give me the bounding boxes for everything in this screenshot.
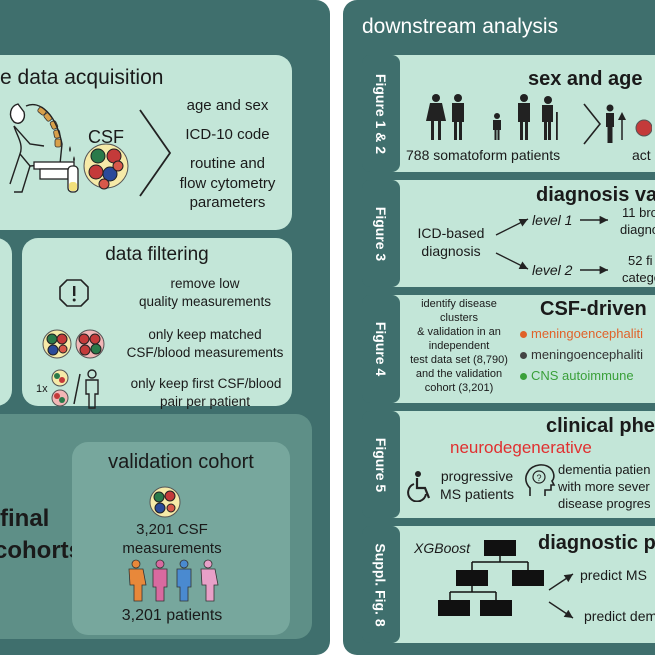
fig8-pred1: predict MS bbox=[580, 567, 647, 583]
fig8-model: XGBoost bbox=[414, 540, 471, 556]
validation-cells-icon bbox=[149, 486, 181, 518]
data-acquisition-box bbox=[0, 55, 292, 230]
wheelchair-icon bbox=[407, 471, 431, 502]
filter-item1-line2: quality measurements bbox=[138, 294, 272, 309]
fig8-heading: diagnostic p bbox=[538, 532, 655, 554]
fig3-level1: level 1 bbox=[532, 212, 573, 228]
acq-item-routine: routine and bbox=[189, 155, 266, 172]
fig12-tab: Figure 1 & 2 bbox=[362, 55, 400, 172]
fig4-desc-3: independent bbox=[428, 340, 490, 352]
filter-item1-line1: remove low bbox=[170, 276, 240, 291]
acq-item-age-sex: age and sex bbox=[186, 97, 269, 114]
validation-measurements-1: 3,201 CSF bbox=[136, 521, 208, 538]
acq-item-flow: flow cytometry bbox=[179, 175, 276, 192]
fig8-pred2: predict dem bbox=[584, 608, 655, 624]
fig5-right-2: with more sever bbox=[558, 479, 650, 494]
fig3-level2: level 2 bbox=[532, 262, 573, 278]
fig4-desc-6: cohort (3,201) bbox=[424, 382, 494, 394]
fig3-out2-2: catego bbox=[622, 270, 655, 285]
acq-item-icd: ICD-10 code bbox=[185, 126, 270, 143]
fig4-desc-2: & validation in an bbox=[417, 326, 501, 338]
fig5-heading: clinical phe bbox=[546, 415, 655, 437]
bracket-chevron bbox=[139, 109, 172, 197]
fig4-desc-1: clusters bbox=[440, 312, 478, 324]
fig12-trail: act bbox=[632, 147, 651, 163]
svg-text:?: ? bbox=[537, 473, 542, 483]
fig4-box bbox=[362, 295, 655, 403]
fig3-tab: Figure 3 bbox=[362, 180, 400, 287]
patients-group-icon bbox=[128, 559, 219, 602]
pair-per-patient-icon bbox=[51, 369, 99, 409]
filter-item3-line1: only keep first CSF/blood bbox=[130, 376, 282, 391]
fig12-patients: 788 somatoform patients bbox=[406, 147, 561, 163]
fig4-desc-4: test data set (8,790) bbox=[410, 354, 508, 366]
fig4-cluster-1: meningoencephaliti bbox=[520, 347, 643, 362]
head-question-icon: ? bbox=[525, 464, 556, 496]
fig5-sub: neurodegenerative bbox=[450, 438, 592, 457]
fig8-tab: Suppl. Fig. 8 bbox=[362, 526, 400, 643]
validation-patients: 3,201 patients bbox=[121, 607, 223, 624]
fig4-tab: Figure 4 bbox=[362, 295, 400, 403]
acq-item-parameters: parameters bbox=[189, 194, 266, 211]
matched-cells-icon bbox=[42, 329, 105, 359]
fig12-chevron bbox=[583, 103, 652, 145]
fig3-out1-1: 11 bro bbox=[622, 205, 655, 220]
filter-item2-line1: only keep matched bbox=[148, 327, 262, 342]
fig3-source-2: diagnosis bbox=[421, 243, 481, 259]
validation-title: validation cohort bbox=[108, 451, 254, 473]
fig4-desc-5: and the validation bbox=[415, 368, 503, 380]
somatoform-patients-icon bbox=[426, 94, 558, 140]
fig5-right-1: dementia patien bbox=[558, 462, 651, 477]
fig4-cluster-2: CNS autoimmune bbox=[520, 368, 634, 383]
fig8-arrows bbox=[548, 573, 574, 619]
fig12-heading: sex and age bbox=[528, 68, 643, 90]
multiplier-label: 1x bbox=[36, 383, 48, 395]
fig4-heading: CSF-driven bbox=[540, 298, 647, 320]
fig3-out1-2: diagno bbox=[620, 222, 655, 237]
final-line2: cohorts bbox=[0, 537, 83, 564]
filter-item2-line2: CSF/blood measurements bbox=[126, 345, 284, 360]
fig3-heading: diagnosis va bbox=[536, 184, 655, 206]
fig4-desc-0: identify disease bbox=[421, 298, 497, 310]
warning-octagon-icon bbox=[59, 279, 89, 307]
filter-item3-line2: pair per patient bbox=[159, 394, 251, 409]
fig5-left-1: progressive bbox=[440, 468, 514, 484]
acquisition-title: e data acquisition bbox=[0, 66, 164, 89]
csf-label: CSF bbox=[88, 127, 124, 147]
right-title: downstream analysis bbox=[362, 15, 559, 38]
fig5-left-2: MS patients bbox=[440, 486, 514, 502]
fig3-source-1: ICD-based bbox=[417, 225, 485, 241]
fig5-right-3: disease progres bbox=[558, 496, 651, 511]
fig3-arrows bbox=[495, 215, 608, 275]
seated-person-icon bbox=[9, 103, 129, 193]
decision-tree-icon bbox=[438, 540, 544, 616]
filtering-title: data filtering bbox=[105, 244, 209, 265]
fig3-out2-1: 52 fi bbox=[628, 253, 653, 268]
validation-measurements-2: measurements bbox=[122, 540, 222, 557]
validation-cohort-box bbox=[72, 442, 290, 635]
final-line1: final bbox=[0, 505, 50, 532]
fig4-cluster-0: meningoencephaliti bbox=[520, 326, 643, 341]
fig5-tab: Figure 5 bbox=[362, 411, 400, 518]
left-small-box bbox=[0, 238, 12, 406]
